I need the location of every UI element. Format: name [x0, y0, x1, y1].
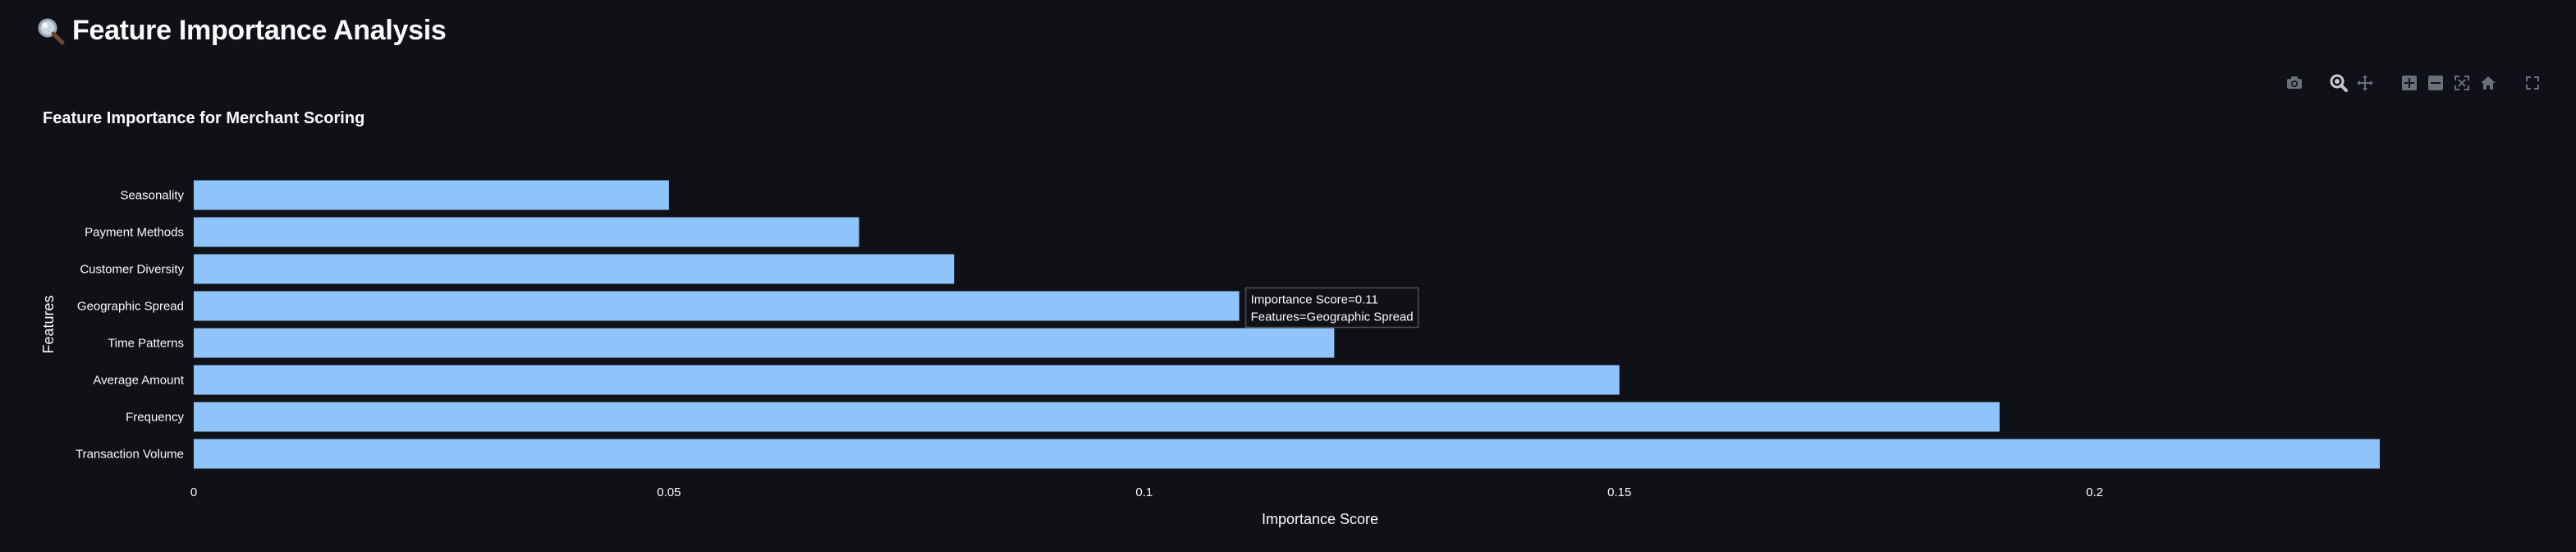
- bar-geographic-spread[interactable]: [194, 291, 1240, 321]
- y-tick-label: Time Patterns: [108, 337, 184, 351]
- x-tick-label: 0.15: [1607, 485, 1631, 499]
- reset-axes-icon[interactable]: [2479, 74, 2497, 92]
- bar-frequency[interactable]: [194, 402, 2000, 432]
- y-tick-label: Transaction Volume: [76, 448, 184, 462]
- y-axis-title: Features: [40, 295, 57, 353]
- hover-tooltip: Importance Score=0.11 Features=Geographi…: [1244, 287, 1419, 329]
- y-tick-label: Geographic Spread: [77, 300, 184, 314]
- zoom-icon[interactable]: [2330, 74, 2348, 92]
- chart-title: Feature Importance for Merchant Scoring: [43, 109, 364, 127]
- y-tick-label: Seasonality: [120, 189, 184, 203]
- bar-time-patterns[interactable]: [194, 328, 1335, 358]
- bar-average-amount[interactable]: [194, 365, 1620, 395]
- autoscale-icon[interactable]: [2453, 74, 2471, 92]
- x-tick-label: 0: [190, 485, 197, 499]
- chart-modebar: [2285, 74, 2542, 92]
- zoom-out-icon[interactable]: [2427, 74, 2445, 92]
- zoom-in-icon[interactable]: [2400, 74, 2418, 92]
- bar-customer-diversity[interactable]: [194, 254, 955, 284]
- y-tick-label: Payment Methods: [85, 226, 184, 240]
- y-tick-label: Frequency: [126, 411, 184, 425]
- pan-icon[interactable]: [2356, 74, 2374, 92]
- tooltip-box: [1244, 287, 1419, 329]
- x-tick-label: 0.1: [1135, 485, 1153, 499]
- camera-icon[interactable]: [2285, 74, 2303, 92]
- tooltip-line-2: Features=Geographic Spread: [1251, 310, 1414, 324]
- bar-transaction-volume[interactable]: [194, 439, 2380, 469]
- x-tick-label: 0.05: [657, 485, 681, 499]
- y-tick-label: Average Amount: [93, 374, 184, 388]
- fullscreen-icon[interactable]: [2523, 74, 2542, 92]
- x-axis-title: Importance Score: [1262, 511, 1378, 527]
- y-tick-label: Customer Diversity: [80, 263, 184, 277]
- magnifying-glass-icon: [38, 18, 65, 44]
- x-tick-label: 0.2: [2086, 485, 2103, 499]
- bar-seasonality[interactable]: [194, 180, 669, 210]
- bar-payment-methods[interactable]: [194, 217, 859, 247]
- page-title-text: Feature Importance Analysis: [72, 15, 447, 46]
- page-title: Feature Importance Analysis: [36, 15, 447, 47]
- tooltip-line-1: Importance Score=0.11: [1251, 293, 1378, 307]
